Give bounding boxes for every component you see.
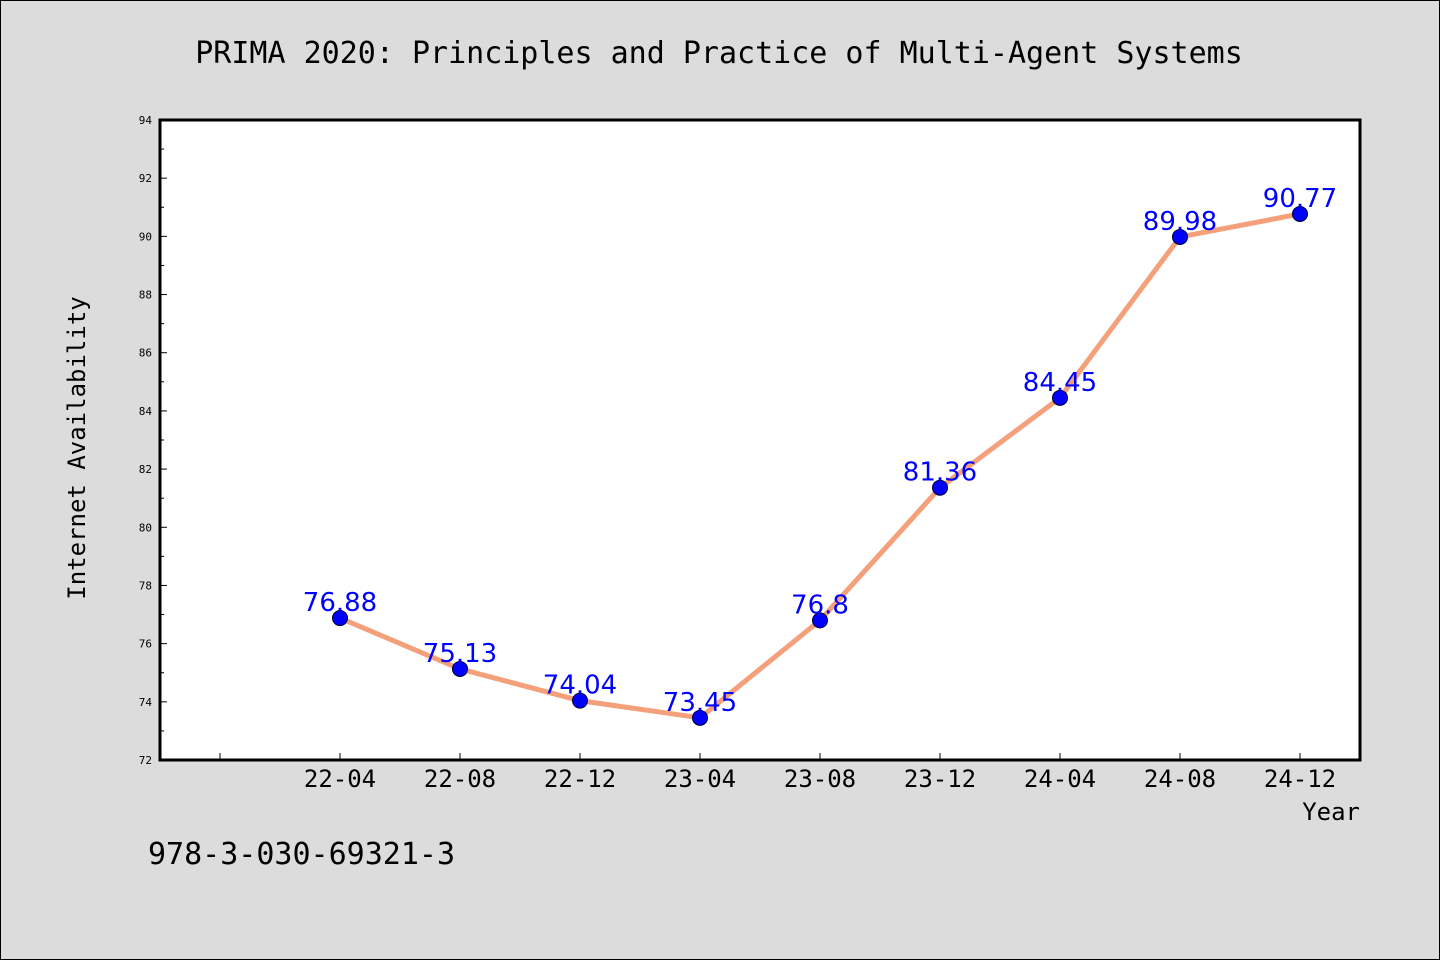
x-tick-label: 23-12 xyxy=(904,765,976,793)
data-label: 73.45 xyxy=(663,688,737,718)
footer-isbn: 978-3-030-69321-3 xyxy=(148,837,455,872)
x-tick-label: 22-08 xyxy=(424,765,496,793)
data-label: 81.36 xyxy=(903,458,977,488)
y-tick-label: 86 xyxy=(139,347,152,360)
x-tick-label: 23-08 xyxy=(784,765,856,793)
y-tick-label: 76 xyxy=(139,638,152,651)
y-axis-label: Internet Availability xyxy=(63,296,91,599)
data-point xyxy=(1052,389,1068,406)
y-tick-label: 78 xyxy=(139,579,152,592)
plot-area xyxy=(158,118,1362,762)
data-point xyxy=(692,709,708,726)
x-tick-label: 24-04 xyxy=(1024,765,1096,793)
data-point xyxy=(332,610,348,627)
y-axis: 72 74 76 78 80 82 84 86 88 90 92 94 xyxy=(139,114,167,767)
data-label: 75.13 xyxy=(423,639,497,669)
data-point xyxy=(452,660,468,677)
y-tick-label: 74 xyxy=(139,696,153,709)
y-tick-label: 88 xyxy=(139,289,152,302)
y-tick-label: 84 xyxy=(139,405,153,418)
y-tick-label: 80 xyxy=(139,521,152,534)
x-tick-label: 23-04 xyxy=(664,765,736,793)
x-axis-label: Year xyxy=(1302,798,1360,826)
series-layer: 76.88 75.13 74.04 73.45 76.8 81.36 84.45 89.98 9… xyxy=(303,184,1337,726)
data-label: 74.04 xyxy=(543,671,617,701)
x-tick-label: 24-12 xyxy=(1264,765,1336,793)
x-tick-label: 22-04 xyxy=(304,765,376,793)
data-label: 89.98 xyxy=(1143,207,1217,237)
x-tick-label: 22-12 xyxy=(544,765,616,793)
data-point xyxy=(812,612,828,629)
data-label: 76.88 xyxy=(303,588,377,618)
data-point xyxy=(1292,205,1308,222)
data-point xyxy=(572,692,588,709)
x-tick-label: 24-08 xyxy=(1144,765,1216,793)
data-label: 76.8 xyxy=(791,590,849,620)
data-label: 84.45 xyxy=(1023,368,1097,398)
data-point xyxy=(932,479,948,496)
y-tick-label: 72 xyxy=(139,754,152,767)
x-axis: 22-04 22-08 22-12 23-04 23-08 23-12 24-04 24-08… xyxy=(219,753,1336,793)
chart-title: PRIMA 2020: Principles and Practice of M… xyxy=(195,36,1243,71)
y-tick-label: 94 xyxy=(139,114,153,127)
y-tick-label: 90 xyxy=(139,230,152,243)
y-tick-label: 92 xyxy=(139,172,152,185)
data-label: 90.77 xyxy=(1263,184,1337,214)
data-point xyxy=(1172,228,1188,245)
y-tick-label: 82 xyxy=(139,463,152,476)
